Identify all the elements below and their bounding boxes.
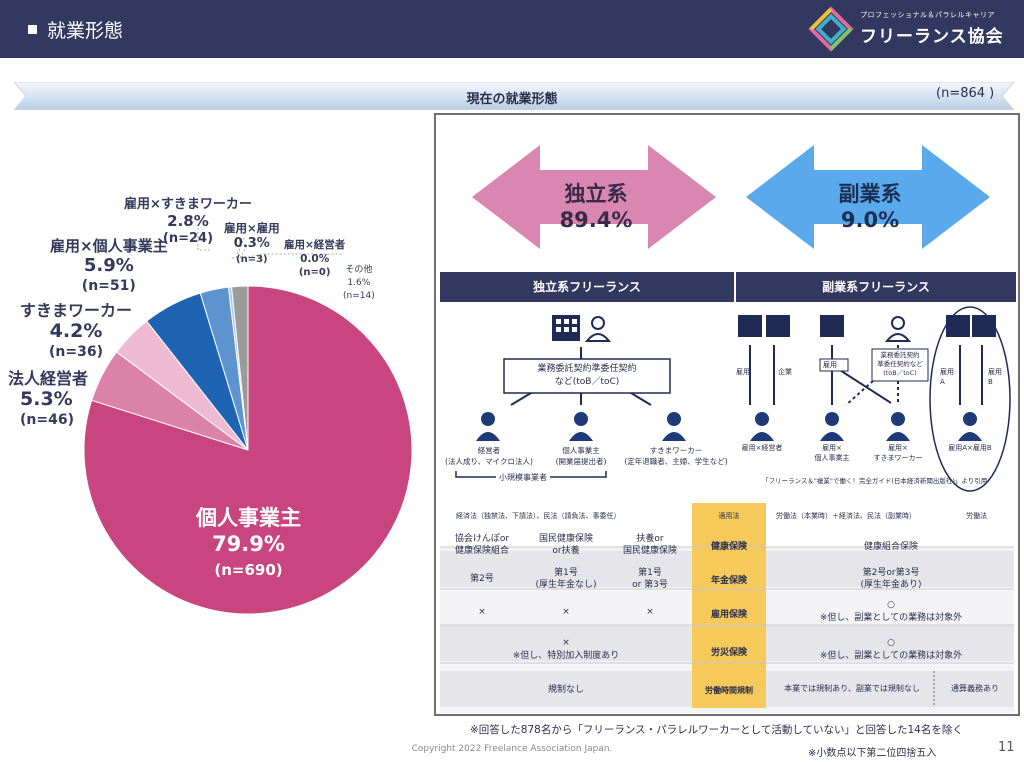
row-health-c1: 協会けんぽor 健康保険組合 xyxy=(454,534,510,556)
person-sukima: すきまワーカー (定年退職者、主婦、学生など) xyxy=(624,446,728,466)
pie-slice-7 xyxy=(230,285,249,451)
row-employ-head: 雇用保険 xyxy=(710,610,747,620)
person-right-4: 雇用A×雇用B xyxy=(948,444,992,452)
row-employ-right: ○ ※但し、副業としての業務は対象外 xyxy=(819,600,963,623)
row-employ-c3: × xyxy=(646,607,654,617)
col-right-header: 副業系フリーランス xyxy=(822,280,930,294)
bullet-square-icon xyxy=(28,25,37,34)
row-worktime-right: 本業では規制あり、副業では規制なし xyxy=(784,684,920,693)
source-note: 「フリーランス＆"複業"で働く！完全ガイド(日本経済新聞出版社)」より引用 xyxy=(762,477,988,485)
row-worktime-right2: 通算義務あり xyxy=(951,684,999,693)
row-health-c2: 国民健康保険 or扶養 xyxy=(538,534,593,556)
person-right-3: 雇用× すきまワーカー xyxy=(873,444,923,462)
contract-box: 業務委託契約準委任契約 など(toB／toC) xyxy=(537,364,637,387)
label-kojin: 個人事業主 79.9% (n=690) xyxy=(196,506,301,579)
row-pension-head: 年金保険 xyxy=(710,576,747,586)
title-ribbon xyxy=(14,82,1014,110)
label-koyou-sukima: 雇用×すきまワーカー 2.8% (n=24) xyxy=(124,197,252,246)
label-koyou-a: 雇用 A xyxy=(940,368,954,386)
label-kigyou: 企業 xyxy=(778,368,792,376)
col-left-header: 独立系フリーランス xyxy=(533,280,641,294)
footnote-rounding: ※小数点以下第二位四捨五入 xyxy=(808,748,937,759)
leader-line-2 xyxy=(239,243,249,259)
label-koyou-b: 雇用 B xyxy=(988,368,1002,386)
law-right: 労働法（本業時）＋経済法、民法（副業時） xyxy=(776,512,916,520)
footnote-excluded: ※回答した878名から「フリーランス・パラレルワーカーとして活動していない」と回… xyxy=(470,724,963,736)
small-business: 小規模事業者 xyxy=(496,472,550,483)
label-sonota: その他 1.6% (n=14) xyxy=(343,265,375,301)
label-sukima: すきまワーカー 4.2% (n=36) xyxy=(20,301,133,360)
law-mid: 適用法 xyxy=(718,512,740,520)
row-pension-c3: 第1号 or 第3号 xyxy=(632,568,668,590)
pie-chart xyxy=(83,228,413,615)
chart-title: 現在の就業形態 xyxy=(466,92,558,107)
label-koyou: 雇用 xyxy=(736,368,750,376)
row-employ-c2: × xyxy=(562,607,570,617)
law-left: 経済法（独禁法、下請法）、民法（請負法、事委任） xyxy=(456,512,621,520)
label-houjin: 法人経営者 5.3% (n=46) xyxy=(8,369,89,428)
sideline-arrow-label: 副業系 9.0% xyxy=(838,182,902,232)
row-health-c3: 扶養or 国民健康保険 xyxy=(622,534,677,556)
row-pension-c1: 第2号 xyxy=(470,574,494,584)
person-keieisha: 経営者 (法人成り、マイクロ法人) xyxy=(445,446,533,466)
label-koyou-keiei: 雇用×経営者 0.0% (n=0) xyxy=(284,239,346,278)
leader-line-3 xyxy=(243,253,344,259)
classification-panel: 独立系 89.4% 副業系 9.0% 独立系フリーランス 副業系フリーランス 業務委… xyxy=(434,113,1020,716)
row-accident-head: 労災保険 xyxy=(710,648,747,658)
label-koyou-kojin: 雇用×個人事業主 5.9% (n=51) xyxy=(50,237,168,294)
label-koyou-box: 雇用 xyxy=(823,361,837,369)
client-person-icon xyxy=(584,316,612,342)
row-accident-right: ○ ※但し、副業としての業務は対象外 xyxy=(819,638,963,661)
row-worktime-left: 規制なし xyxy=(547,685,584,695)
leader-line-1 xyxy=(232,237,245,259)
header-bar: 就業形態 プロフェッショナル＆パラレルキャリア フリーランス協会 xyxy=(0,0,1024,58)
law-far: 労働法 xyxy=(966,512,987,520)
page-number: 11 xyxy=(998,740,1015,755)
independent-arrow xyxy=(472,145,716,249)
independent-arrow-label: 独立系 89.4% xyxy=(559,182,633,232)
sideline-arrow xyxy=(746,145,990,249)
classification-graphics xyxy=(436,145,1018,714)
label-koyou-koyou: 雇用×雇用 0.3% (n=3) xyxy=(224,221,280,265)
person-kojin: 個人事業主 (開業届提出者) xyxy=(555,446,607,466)
person-right-1: 雇用×経営者 xyxy=(741,444,783,452)
row-health-head: 健康保険 xyxy=(710,542,747,552)
row-employ-c1: × xyxy=(478,607,486,617)
association-logo-icon xyxy=(808,6,854,52)
row-pension-right: 第2号or第3号 (厚生年金あり) xyxy=(860,568,922,590)
page-title: 就業形態 xyxy=(28,16,123,43)
leader-line-0 xyxy=(197,228,210,251)
label-contract: 業務委託契約 準委任契約など (toB／toC) xyxy=(877,351,923,377)
person-right-2: 雇用× 個人事業主 xyxy=(814,444,850,462)
row-health-right: 健康組合保険 xyxy=(863,542,918,552)
sample-size: (n=864 ) xyxy=(936,86,995,101)
row-worktime-head: 労働時間規制 xyxy=(705,686,753,695)
row-pension-c2: 第1号 (厚生年金なし) xyxy=(535,568,597,590)
row-accident-left: × ※但し、特別加入制度あり xyxy=(512,638,620,661)
copyright: Copyright 2022 Freelance Association Jap… xyxy=(411,744,613,754)
logo-text: プロフェッショナル＆パラレルキャリア フリーランス協会 xyxy=(860,11,1004,47)
